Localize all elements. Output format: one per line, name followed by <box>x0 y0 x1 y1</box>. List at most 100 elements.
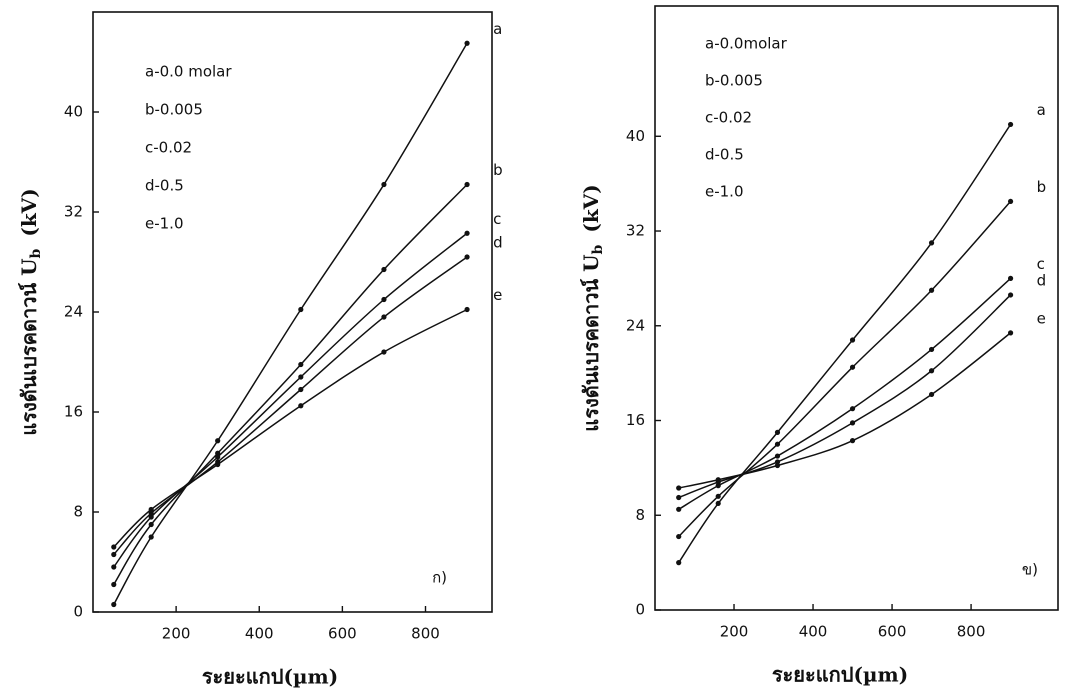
data-point <box>774 453 781 459</box>
curve-label: b <box>1037 178 1047 196</box>
data-point <box>774 462 781 469</box>
y-tick-label: 24 <box>64 303 83 321</box>
y-axis-title: แรงดันเบรคดาวน์ Ub (kV) <box>17 188 45 435</box>
y-tick-label: 0 <box>635 601 645 619</box>
y-tick-label: 16 <box>64 403 83 421</box>
data-point <box>148 514 154 520</box>
y-axis-title-sub: b <box>28 248 44 258</box>
y-axis-title-unit: (kV) <box>579 184 603 232</box>
legend-text: d-0.5 <box>705 146 744 164</box>
data-point <box>464 181 470 188</box>
data-point <box>715 483 721 489</box>
legend-text: d-0.5 <box>145 177 184 195</box>
x-tick-label: 200 <box>720 623 749 641</box>
legend-text: b-0.005 <box>705 72 763 90</box>
x-tick-label: 600 <box>878 623 907 641</box>
x-tick-label: 600 <box>328 625 357 643</box>
legend-text: e-1.0 <box>705 183 744 201</box>
x-tick-label: 800 <box>411 625 440 643</box>
data-point <box>676 560 682 566</box>
data-point <box>676 533 682 540</box>
data-point <box>849 420 856 426</box>
data-point <box>111 601 117 608</box>
data-point <box>1007 330 1014 336</box>
data-point <box>111 544 117 550</box>
curve-label: e <box>1037 309 1046 327</box>
data-point <box>381 181 387 188</box>
legend-text: a-0.0molar <box>705 35 788 53</box>
data-point <box>381 296 387 303</box>
data-point <box>464 230 470 236</box>
panel: 0 8 16 24 32 40 200 400 600 800 a b cd e a-0.0molar b-0… <box>579 5 1059 687</box>
x-axis-title: ระยะแกป(µm) <box>202 665 338 689</box>
curve-label: d <box>1037 271 1047 289</box>
y-axis-title-main: แรงดันเบรคดาวน์ U <box>579 254 603 431</box>
curve-label: c <box>1037 255 1045 273</box>
legend-text: b-0.005 <box>145 101 203 119</box>
y-axis-title-main: แรงดันเบรคดาวน์ U <box>17 258 41 435</box>
data-point <box>464 40 470 46</box>
data-point <box>676 485 682 491</box>
data-point <box>928 368 935 374</box>
legend-text: a-0.0 molar <box>145 63 232 81</box>
data-point <box>928 287 935 293</box>
data-point <box>148 510 154 516</box>
y-tick-label: 32 <box>626 222 645 240</box>
y-tick-label: 16 <box>626 411 645 429</box>
data-point <box>928 391 935 398</box>
data-point <box>298 361 304 368</box>
data-point <box>849 438 856 444</box>
data-point <box>1007 121 1014 128</box>
data-point <box>298 403 304 409</box>
y-axis-title: แรงดันเบรคดาวน์ Ub (kV) <box>579 184 607 431</box>
data-point <box>676 494 682 501</box>
data-point <box>715 477 721 483</box>
data-point <box>148 506 154 513</box>
data-point <box>381 266 387 273</box>
y-tick-label: 40 <box>64 103 83 121</box>
x-tick-label: 200 <box>162 625 191 643</box>
plot-frame <box>654 5 1059 611</box>
data-point <box>464 254 470 260</box>
panel: 0 8 16 24 32 40 200 400 600 800 a b cd e a-0.0 molar b-… <box>17 11 503 689</box>
curve-label: d <box>493 234 503 252</box>
data-point <box>849 406 856 412</box>
curve <box>113 183 468 585</box>
y-axis-title-unit: (kV) <box>17 188 41 236</box>
curve-label: e <box>493 286 502 304</box>
y-tick-label: 0 <box>73 603 83 621</box>
x-tick-label: 400 <box>245 625 274 643</box>
y-axis-title-sub: b <box>590 244 606 254</box>
data-point <box>715 500 721 507</box>
data-point <box>774 459 781 465</box>
curve-label: b <box>493 161 503 179</box>
curve <box>678 277 1012 510</box>
data-point <box>928 346 935 353</box>
data-point <box>1007 275 1014 281</box>
data-point <box>111 564 117 570</box>
data-point <box>676 506 682 512</box>
data-point <box>298 374 304 380</box>
data-point <box>1007 198 1014 205</box>
data-point <box>849 364 856 370</box>
panel-label: ก) <box>432 569 447 587</box>
curve <box>678 332 1012 489</box>
data-point <box>111 581 117 588</box>
data-point <box>148 534 154 540</box>
data-point <box>215 438 221 444</box>
curve-label: c <box>493 210 501 228</box>
curve <box>113 42 468 605</box>
data-point <box>381 349 387 355</box>
curve-label: a <box>1037 101 1046 119</box>
data-point <box>715 493 721 499</box>
curve <box>678 200 1012 538</box>
data-point <box>849 337 856 343</box>
x-axis-title: ระยะแกป(µm) <box>772 663 908 687</box>
data-point <box>464 306 470 313</box>
legend-text: e-1.0 <box>145 215 184 233</box>
data-point <box>215 461 221 468</box>
data-point <box>298 306 304 313</box>
legend-text: c-0.02 <box>705 109 752 127</box>
y-tick-label: 8 <box>635 506 645 524</box>
panel-label: ข) <box>1022 561 1038 579</box>
